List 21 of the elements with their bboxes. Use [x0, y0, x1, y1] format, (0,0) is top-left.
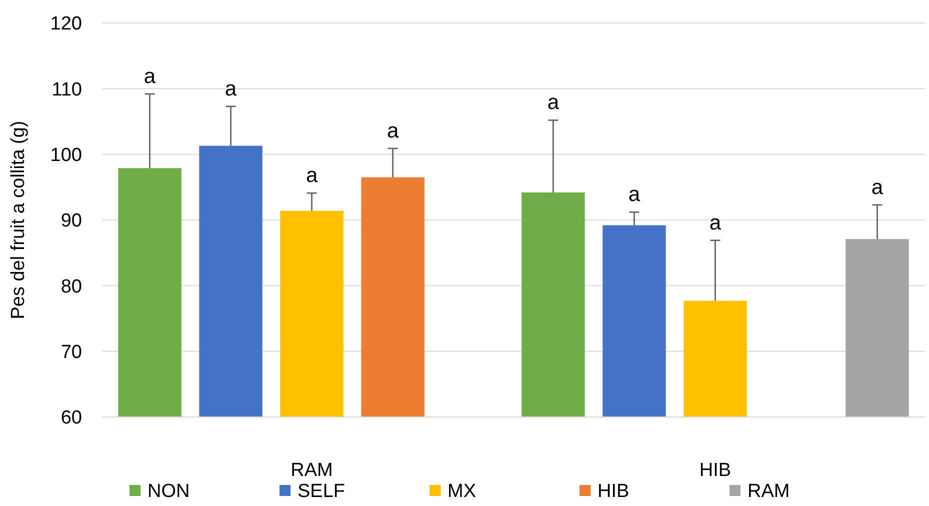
- annotation: a: [547, 91, 560, 114]
- y-tick-label: 120: [50, 14, 82, 35]
- y-tick-label: 110: [52, 79, 82, 100]
- y-tick-label: 100: [50, 144, 82, 166]
- annotation: a: [386, 119, 399, 142]
- legend-label: RAM: [748, 481, 790, 502]
- annotation: a: [306, 164, 318, 188]
- legend-label: MX: [448, 481, 476, 502]
- annotation: a: [871, 176, 884, 199]
- legend-label: NON: [148, 481, 190, 502]
- annotation: a: [224, 77, 237, 100]
- y-tick-label: 60: [60, 408, 82, 429]
- legend-label: HIB: [598, 481, 630, 502]
- y-tick-label: 90: [60, 210, 82, 232]
- y-tick-label: 70: [60, 342, 82, 363]
- annotation: a: [628, 183, 640, 206]
- annotation: a: [144, 64, 156, 88]
- y-tick-label: 80: [60, 276, 82, 298]
- annotation: a: [709, 211, 722, 234]
- legend-label: SELF: [298, 481, 346, 502]
- y-axis-title: Pes del fruit a collita (g): [8, 120, 29, 320]
